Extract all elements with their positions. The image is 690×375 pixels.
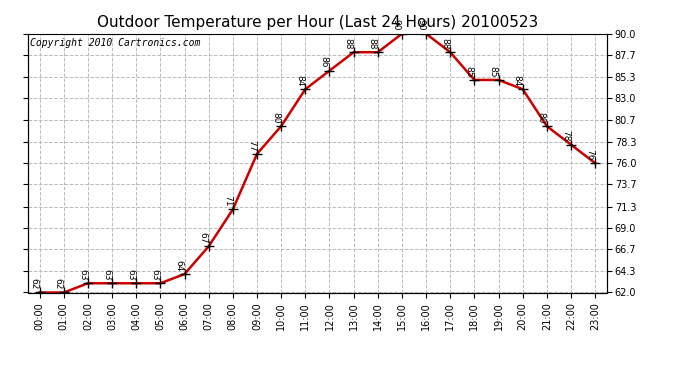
Text: 67: 67 [199,232,208,243]
Text: 77: 77 [247,140,256,151]
Text: 62: 62 [54,278,63,290]
Text: 84: 84 [295,75,304,86]
Text: 86: 86 [319,56,328,68]
Text: 63: 63 [150,269,159,280]
Text: 88: 88 [440,38,449,50]
Text: Outdoor Temperature per Hour (Last 24 Hours) 20100523: Outdoor Temperature per Hour (Last 24 Ho… [97,15,538,30]
Text: 90: 90 [392,20,401,31]
Text: 85: 85 [489,66,497,77]
Text: 71: 71 [223,195,232,207]
Text: 88: 88 [344,38,353,50]
Text: 63: 63 [126,269,135,280]
Text: 76: 76 [585,149,594,160]
Text: 63: 63 [78,269,87,280]
Text: 63: 63 [102,269,111,280]
Text: 62: 62 [30,278,39,290]
Text: 85: 85 [464,66,473,77]
Text: 88: 88 [368,38,377,50]
Text: 80: 80 [271,112,280,123]
Text: 80: 80 [537,112,546,123]
Text: Copyright 2010 Cartronics.com: Copyright 2010 Cartronics.com [30,38,201,48]
Text: 78: 78 [561,130,570,142]
Text: 84: 84 [513,75,522,86]
Text: 64: 64 [175,260,184,271]
Text: 90: 90 [416,20,425,31]
